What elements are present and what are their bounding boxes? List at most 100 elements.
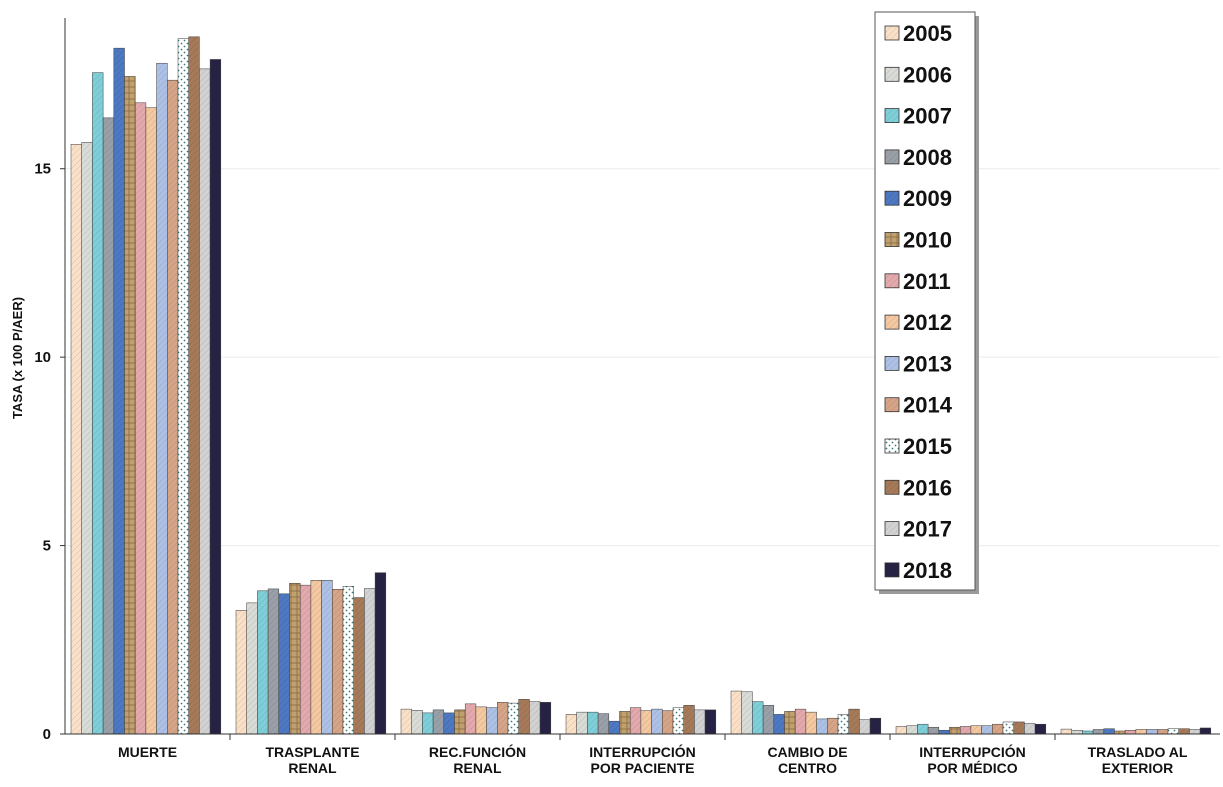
legend-label-2011: 2011 (903, 269, 951, 294)
bar-2010-2 (454, 709, 466, 735)
bar-2006-3 (576, 711, 588, 735)
legend-swatch-2013 (884, 355, 900, 371)
bar-2009-1 (278, 593, 290, 735)
bar-2013-3 (651, 708, 663, 735)
bar-2007-5 (917, 723, 929, 735)
bar-2005-3 (565, 714, 577, 735)
x-tick-label: EXTERIOR (1102, 760, 1174, 776)
bar-2017-3 (694, 709, 706, 735)
x-tick-label: RENAL (453, 760, 502, 776)
bar-2007-0 (92, 72, 104, 735)
legend-swatch-2018 (884, 562, 900, 578)
bar-2014-1 (332, 589, 344, 735)
bar-2006-1 (246, 602, 258, 735)
bar-2007-2 (422, 712, 434, 735)
bar-2015-3 (672, 707, 684, 735)
legend-swatch-2005 (884, 25, 900, 41)
bar-2009-6 (1103, 728, 1115, 735)
bar-2007-4 (752, 701, 764, 735)
bar-2007-3 (587, 711, 599, 735)
bar-2016-1 (353, 597, 365, 735)
bar-2017-0 (199, 68, 211, 735)
bar-2014-3 (662, 710, 674, 735)
bar-2018-5 (1034, 723, 1047, 735)
bar-2014-0 (167, 79, 179, 735)
bar-2018-6 (1199, 727, 1212, 735)
bar-2013-6 (1146, 729, 1158, 735)
legend-label-2006: 2006 (903, 62, 952, 87)
bar-2017-5 (1024, 723, 1036, 735)
bar-2009-2 (443, 712, 455, 735)
bar-2018-0 (209, 59, 222, 735)
bar-2011-4 (794, 708, 807, 735)
bar-2013-1 (321, 579, 333, 735)
bar-2018-2 (539, 702, 552, 735)
bar-2008-2 (432, 709, 445, 735)
x-tick-label: INTERRUPCIÓN (919, 743, 1026, 760)
bar-2018-4 (869, 717, 882, 735)
legend-swatch-2014 (884, 397, 900, 413)
legend-label-2016: 2016 (903, 475, 952, 500)
bar-2017-6 (1189, 729, 1201, 735)
bar-2013-4 (816, 718, 828, 735)
bar-2018-3 (704, 709, 717, 735)
legend-label-2015: 2015 (903, 434, 952, 459)
bar-2009-4 (773, 714, 785, 735)
category-labels: MUERTE TRASPLANTERENALREC.FUNCIÓNRENALINT… (118, 743, 1188, 776)
bar-2016-6 (1178, 728, 1190, 735)
bar-2012-6 (1135, 729, 1147, 735)
bar-2017-2 (529, 701, 541, 735)
bar-2012-0 (145, 107, 157, 735)
legend-swatch-2009 (884, 190, 900, 206)
legend-swatch-2012 (884, 314, 900, 330)
bars (70, 36, 1212, 735)
bar-2005-0 (70, 143, 82, 735)
bar-2005-6 (1060, 728, 1072, 735)
bar-2013-5 (981, 725, 993, 735)
bar-2016-3 (683, 705, 695, 735)
bar-2008-6 (1092, 729, 1105, 735)
bar-2012-5 (970, 725, 982, 735)
bar-2011-3 (629, 707, 642, 735)
bar-2016-2 (518, 699, 530, 735)
x-tick-label: CAMBIO DE (767, 744, 847, 760)
legend-label-2014: 2014 (903, 393, 953, 418)
bar-2009-0 (113, 47, 125, 735)
legend-swatch-2010 (884, 232, 900, 247)
legend-label-2018: 2018 (903, 558, 952, 583)
bar-2005-2 (400, 708, 412, 735)
bar-2005-1 (235, 610, 247, 735)
legend-label-2017: 2017 (903, 517, 952, 542)
bar-2015-0 (177, 38, 189, 735)
bar-2006-2 (411, 710, 423, 735)
legend-swatch-2016 (884, 479, 900, 495)
bar-2015-6 (1167, 728, 1179, 735)
bar-2016-4 (848, 708, 860, 735)
legend-swatch-2006 (884, 66, 900, 82)
legend-swatch-2007 (884, 108, 900, 123)
x-tick-label: MUERTE (118, 744, 177, 760)
bar-2012-3 (640, 710, 652, 735)
legend-label-2005: 2005 (903, 21, 952, 46)
legend-swatch-2011 (884, 273, 900, 289)
bar-2005-4 (730, 690, 742, 735)
legend-swatch-2017 (884, 521, 900, 536)
bar-2006-0 (81, 142, 93, 735)
legend-box (874, 11, 976, 591)
x-tick-label: TRASPLANTE (265, 744, 359, 760)
x-tick-label: REC.FUNCIÓN (429, 743, 526, 760)
x-tick-label: TRASLADO AL (1088, 744, 1188, 760)
y-tick-label: 5 (43, 538, 51, 555)
legend-label-2007: 2007 (903, 104, 952, 129)
bar-2010-5 (949, 726, 961, 735)
bar-2006-4 (741, 691, 753, 735)
y-tick-labels: 0 5 10 15 (34, 161, 51, 743)
legend-swatch-2008 (884, 149, 900, 165)
bar-2015-2 (507, 702, 519, 735)
bar-2014-4 (827, 717, 839, 735)
bar-2012-4 (805, 711, 817, 735)
bar-2018-1 (374, 572, 387, 735)
bar-2015-1 (342, 586, 354, 735)
